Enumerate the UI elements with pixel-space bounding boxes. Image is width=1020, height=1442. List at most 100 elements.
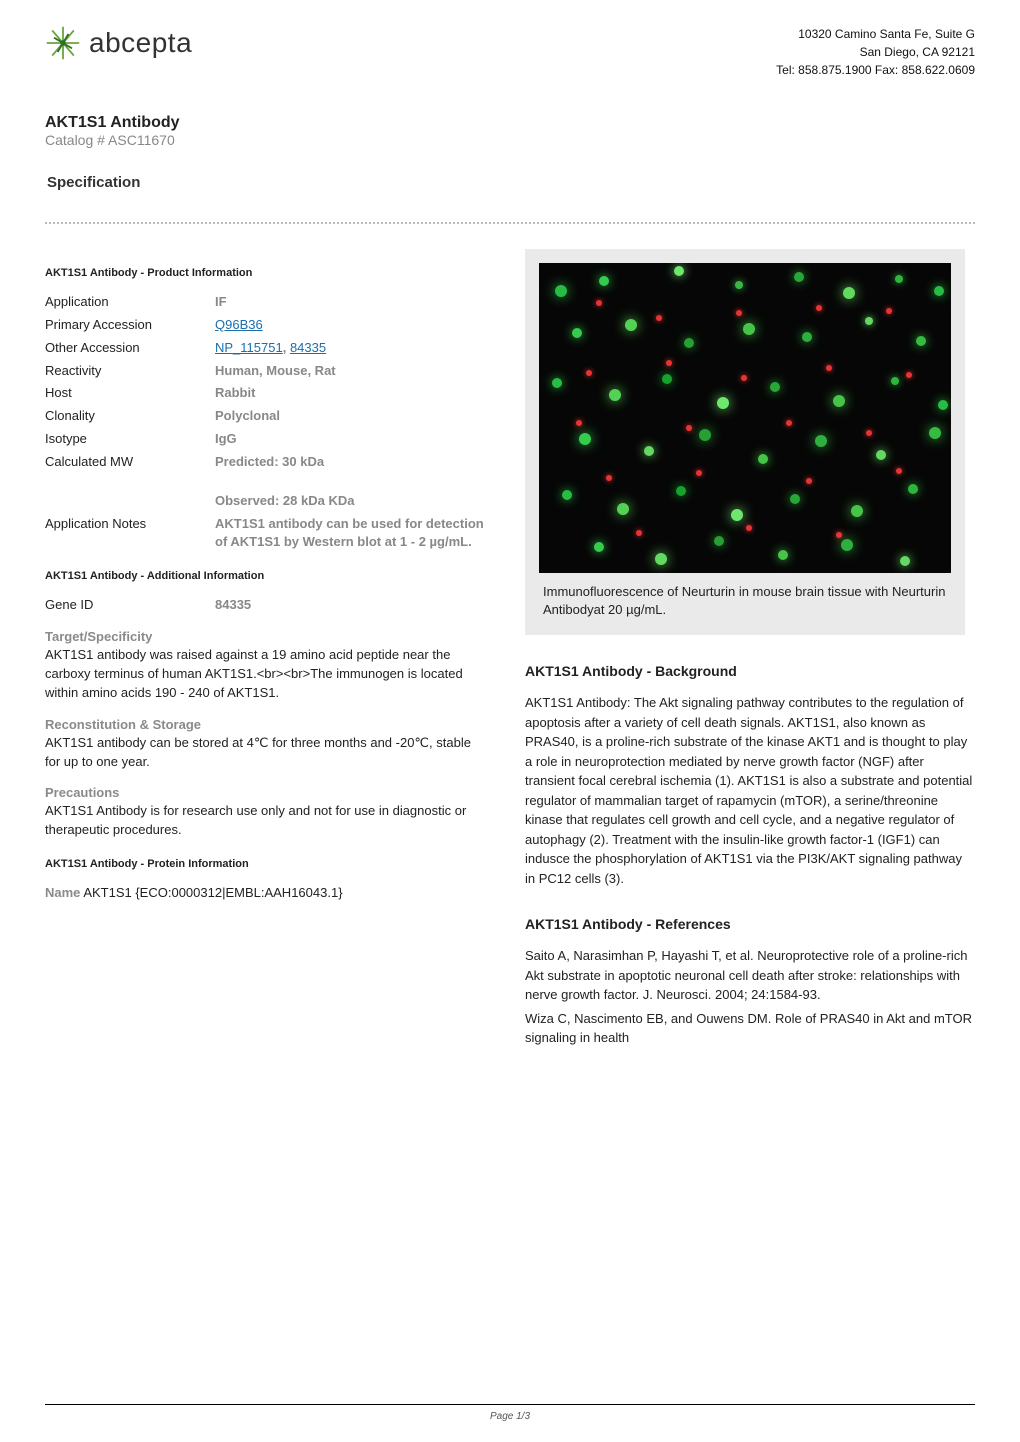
fluorescent-dot [836,532,842,538]
fluorescent-dot [684,338,694,348]
fluorescent-dot [806,478,812,484]
fluorescent-dot [609,389,621,401]
reconstitution-text: AKT1S1 antibody can be stored at 4℃ for … [45,734,485,772]
fluorescent-dot [676,486,686,496]
fluorescent-dot [636,530,642,536]
reconstitution-label: Reconstitution & Storage [45,717,485,732]
references-text-1: Saito A, Narasimhan P, Hayashi T, et al.… [525,946,975,1005]
primary-accession-value: Q96B36 [215,316,485,335]
fluorescent-dot [843,287,855,299]
fluorescent-dot [617,503,629,515]
right-column: Immunofluorescence of Neurturin in mouse… [525,249,975,1062]
fluorescent-dot [938,400,948,410]
fluorescent-dot [579,433,591,445]
fluorescent-dot [562,490,572,500]
fluorescent-dot [594,542,604,552]
fluorescent-dot [770,382,780,392]
gene-id-value: 84335 [215,596,485,615]
fluorescent-dot [865,317,873,325]
fluorescent-dot [816,305,822,311]
fluorescent-dot [736,310,742,316]
fluorescent-dot [876,450,886,460]
address-line-3: Tel: 858.875.1900 Fax: 858.622.0609 [776,61,975,79]
fluorescent-dot [717,397,729,409]
fluorescent-dot [552,378,562,388]
target-specificity-label: Target/Specificity [45,629,485,644]
fluorescent-dot [746,525,752,531]
isotype-value: IgG [215,430,485,449]
protein-name-line: Name AKT1S1 {ECO:0000312|EMBL:AAH16043.1… [45,884,485,903]
protein-info-heading: AKT1S1 Antibody - Protein Information [45,858,485,870]
fluorescent-dot [790,494,800,504]
product-info-heading: AKT1S1 Antibody - Product Information [45,267,485,279]
references-heading: AKT1S1 Antibody - References [525,916,975,932]
fluorescent-dot [934,286,944,296]
fluorescent-dot [625,319,637,331]
company-address: 10320 Camino Santa Fe, Suite G San Diego… [776,25,975,79]
application-notes-key: Application Notes [45,515,215,553]
fluorescent-dot [826,365,832,371]
fluorescent-dot [576,420,582,426]
dotted-divider [45,222,975,224]
fluorescent-dot [929,427,941,439]
logo-burst-icon [45,25,81,61]
fluorescent-dot [900,556,910,566]
left-column: AKT1S1 Antibody - Product Information Ap… [45,249,485,1062]
clonality-value: Polyclonal [215,407,485,426]
address-line-2: San Diego, CA 92121 [776,43,975,61]
other-accession-link-2[interactable]: 84335 [290,340,326,355]
fluorescent-dot [916,336,926,346]
product-title: AKT1S1 Antibody [45,114,975,132]
spacer [45,476,215,488]
application-key: Application [45,293,215,312]
target-specificity-text: AKT1S1 antibody was raised against a 19 … [45,646,485,703]
precautions-text: AKT1S1 Antibody is for research use only… [45,802,485,840]
immunofluorescence-image [539,263,951,573]
fluorescent-dot [833,395,845,407]
fluorescent-dot [778,550,788,560]
fluorescent-dot [699,429,711,441]
fluorescent-dot [572,328,582,338]
fluorescent-dot [656,315,662,321]
fluorescent-dot [896,468,902,474]
application-value: IF [215,293,485,312]
clonality-key: Clonality [45,407,215,426]
fluorescent-dot [666,360,672,366]
fluorescent-dot [735,281,743,289]
calculated-mw-key: Calculated MW [45,453,215,472]
fluorescent-dot [606,475,612,481]
fluorescent-dot [662,374,672,384]
figure-panel: Immunofluorescence of Neurturin in mouse… [525,249,965,635]
fluorescent-dot [895,275,903,283]
isotype-key: Isotype [45,430,215,449]
fluorescent-dot [802,332,812,342]
observed-mw-key [45,492,215,511]
figure-caption: Immunofluorescence of Neurturin in mouse… [539,573,951,621]
fluorescent-dot [731,509,743,521]
logo-text: abcepta [89,27,192,59]
primary-accession-link[interactable]: Q96B36 [215,317,263,332]
fluorescent-dot [786,420,792,426]
protein-name-text: AKT1S1 {ECO:0000312|EMBL:AAH16043.1} [80,885,342,900]
fluorescent-dot [908,484,918,494]
background-text: AKT1S1 Antibody: The Akt signaling pathw… [525,693,975,888]
fluorescent-dot [906,372,912,378]
reactivity-key: Reactivity [45,362,215,381]
specification-heading: Specification [45,168,975,197]
host-key: Host [45,384,215,403]
gene-id-key: Gene ID [45,596,215,615]
fluorescent-dot [891,377,899,385]
fluorescent-dot [555,285,567,297]
fluorescent-dot [866,430,872,436]
other-accession-link-1[interactable]: NP_115751 [215,340,283,355]
fluorescent-dot [644,446,654,456]
primary-accession-key: Primary Accession [45,316,215,335]
product-info-table: Application IF Primary Accession Q96B36 … [45,293,485,552]
calculated-mw-value: Predicted: 30 kDa [215,453,485,472]
fluorescent-dot [696,470,702,476]
fluorescent-dot [815,435,827,447]
title-block: AKT1S1 Antibody Catalog # ASC11670 [45,114,975,148]
fluorescent-dot [714,536,724,546]
spacer [215,476,485,488]
fluorescent-dot [758,454,768,464]
